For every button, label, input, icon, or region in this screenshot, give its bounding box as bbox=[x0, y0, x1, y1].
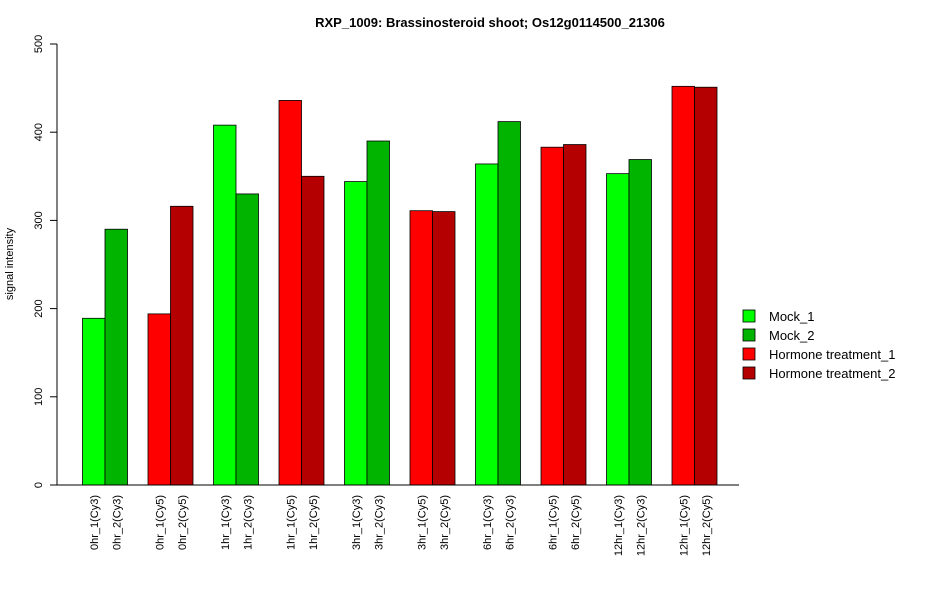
y-tick-label: 400 bbox=[33, 123, 45, 141]
x-tick-label: 3hr_2(Cy5) bbox=[439, 495, 451, 550]
x-tick-label: 1hr_1(Cy5) bbox=[285, 495, 297, 550]
bar bbox=[235, 193, 259, 486]
legend-swatch bbox=[742, 347, 756, 361]
x-tick-label: 6hr_2(Cy3) bbox=[504, 495, 516, 550]
bars bbox=[82, 85, 718, 486]
bar bbox=[366, 140, 390, 486]
x-tick-label: 0hr_2(Cy5) bbox=[177, 495, 189, 550]
legend-label: Hormone treatment_2 bbox=[769, 366, 895, 381]
y-axis-label: signal intensity bbox=[4, 227, 16, 300]
bar bbox=[606, 173, 630, 486]
x-tick-label: 6hr_1(Cy3) bbox=[482, 495, 494, 550]
y-tick-label: 500 bbox=[33, 35, 45, 53]
x-tick-label: 6hr_1(Cy5) bbox=[547, 495, 559, 550]
x-tick-label: 0hr_2(Cy3) bbox=[111, 495, 123, 550]
x-tick-label: 3hr_1(Cy3) bbox=[351, 495, 363, 550]
bar bbox=[628, 159, 652, 486]
y-tick-label: 0 bbox=[33, 482, 45, 488]
x-tick-label: 12hr_1(Cy3) bbox=[613, 495, 625, 556]
bar bbox=[278, 100, 302, 486]
x-tick-label: 12hr_2(Cy5) bbox=[701, 495, 713, 556]
bar bbox=[344, 181, 368, 486]
x-tick-label: 12hr_1(Cy5) bbox=[678, 495, 690, 556]
legend-label: Mock_1 bbox=[769, 309, 815, 324]
y-tick-label: 100 bbox=[33, 388, 45, 406]
y-tick-label: 300 bbox=[33, 211, 45, 229]
legend: Mock_1 Mock_2 Hormone treatment_1 Hormone t… bbox=[742, 309, 895, 381]
bar bbox=[213, 124, 237, 486]
bar bbox=[497, 121, 521, 486]
bar bbox=[104, 228, 128, 486]
bar bbox=[475, 163, 499, 486]
x-tick-label: 1hr_2(Cy3) bbox=[242, 495, 254, 550]
bar bbox=[671, 85, 695, 486]
x-tick-label: 0hr_1(Cy5) bbox=[154, 495, 166, 550]
bar bbox=[301, 175, 325, 486]
legend-swatch bbox=[742, 366, 756, 380]
legend-swatch bbox=[742, 309, 756, 323]
x-tick-label: 1hr_1(Cy3) bbox=[220, 495, 232, 550]
legend-swatch bbox=[742, 328, 756, 342]
chart-title: RXP_1009: Brassinosteroid shoot; Os12g01… bbox=[315, 15, 665, 30]
bar bbox=[409, 210, 433, 486]
bar bbox=[540, 146, 564, 486]
legend-label: Hormone treatment_1 bbox=[769, 347, 895, 362]
x-tick-label: 6hr_2(Cy5) bbox=[570, 495, 582, 550]
legend-label: Mock_2 bbox=[769, 328, 815, 343]
x-axis: 0hr_1(Cy3) 0hr_2(Cy3) 0hr_1(Cy5) 0hr_2(Cy5)… bbox=[57, 484, 739, 556]
bar bbox=[563, 144, 587, 486]
x-tick-label: 1hr_2(Cy5) bbox=[308, 495, 320, 550]
bar bbox=[82, 317, 106, 486]
x-tick-label: 3hr_2(Cy3) bbox=[373, 495, 385, 550]
bar bbox=[170, 205, 194, 486]
bar bbox=[147, 313, 171, 486]
x-tick-label: 3hr_1(Cy5) bbox=[416, 495, 428, 550]
bar bbox=[694, 86, 718, 486]
y-tick-label: 200 bbox=[33, 299, 45, 317]
x-tick-label: 12hr_2(Cy3) bbox=[635, 495, 647, 556]
y-axis: 0 100 200 300 400 500 bbox=[33, 35, 58, 488]
bar bbox=[432, 211, 456, 486]
x-tick-label: 0hr_1(Cy3) bbox=[89, 495, 101, 550]
